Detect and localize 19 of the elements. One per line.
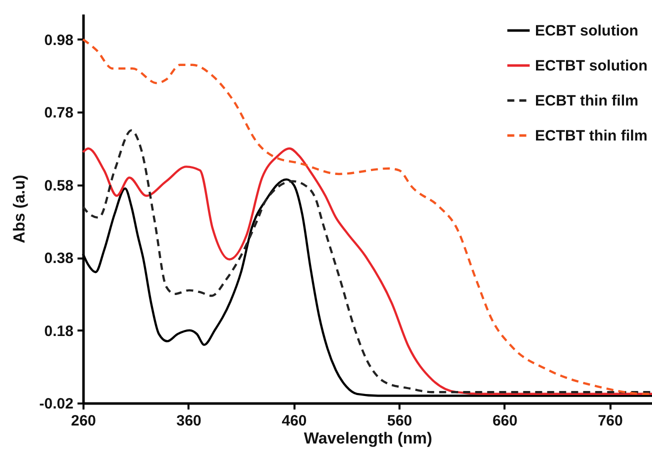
legend-label: ECBT solution <box>535 22 638 40</box>
y-axis-title: Abs (a.u) <box>11 174 28 244</box>
x-tick-label: 460 <box>282 412 307 430</box>
x-tick-label: 360 <box>176 412 202 430</box>
y-tick-label: -0.02 <box>39 396 74 412</box>
y-tick-label: 0.78 <box>44 104 74 122</box>
y-tick-label: 0.98 <box>44 32 74 49</box>
x-tick-label: 560 <box>387 412 412 430</box>
x-tick-label: 260 <box>70 412 96 430</box>
x-tick-label: 760 <box>598 412 623 430</box>
x-tick-label: 660 <box>492 412 518 430</box>
y-tick-label: 0.18 <box>44 322 74 340</box>
y-tick-label: 0.58 <box>44 177 74 194</box>
legend-label: ECTBT solution <box>535 58 648 74</box>
legend-label: ECTBT thin film <box>535 128 648 144</box>
x-axis-title: Wavelength (nm) <box>304 430 432 448</box>
line-series <box>82 38 652 396</box>
y-tick-label: 0.38 <box>44 250 74 268</box>
legend-label: ECBT thin film <box>535 92 638 110</box>
